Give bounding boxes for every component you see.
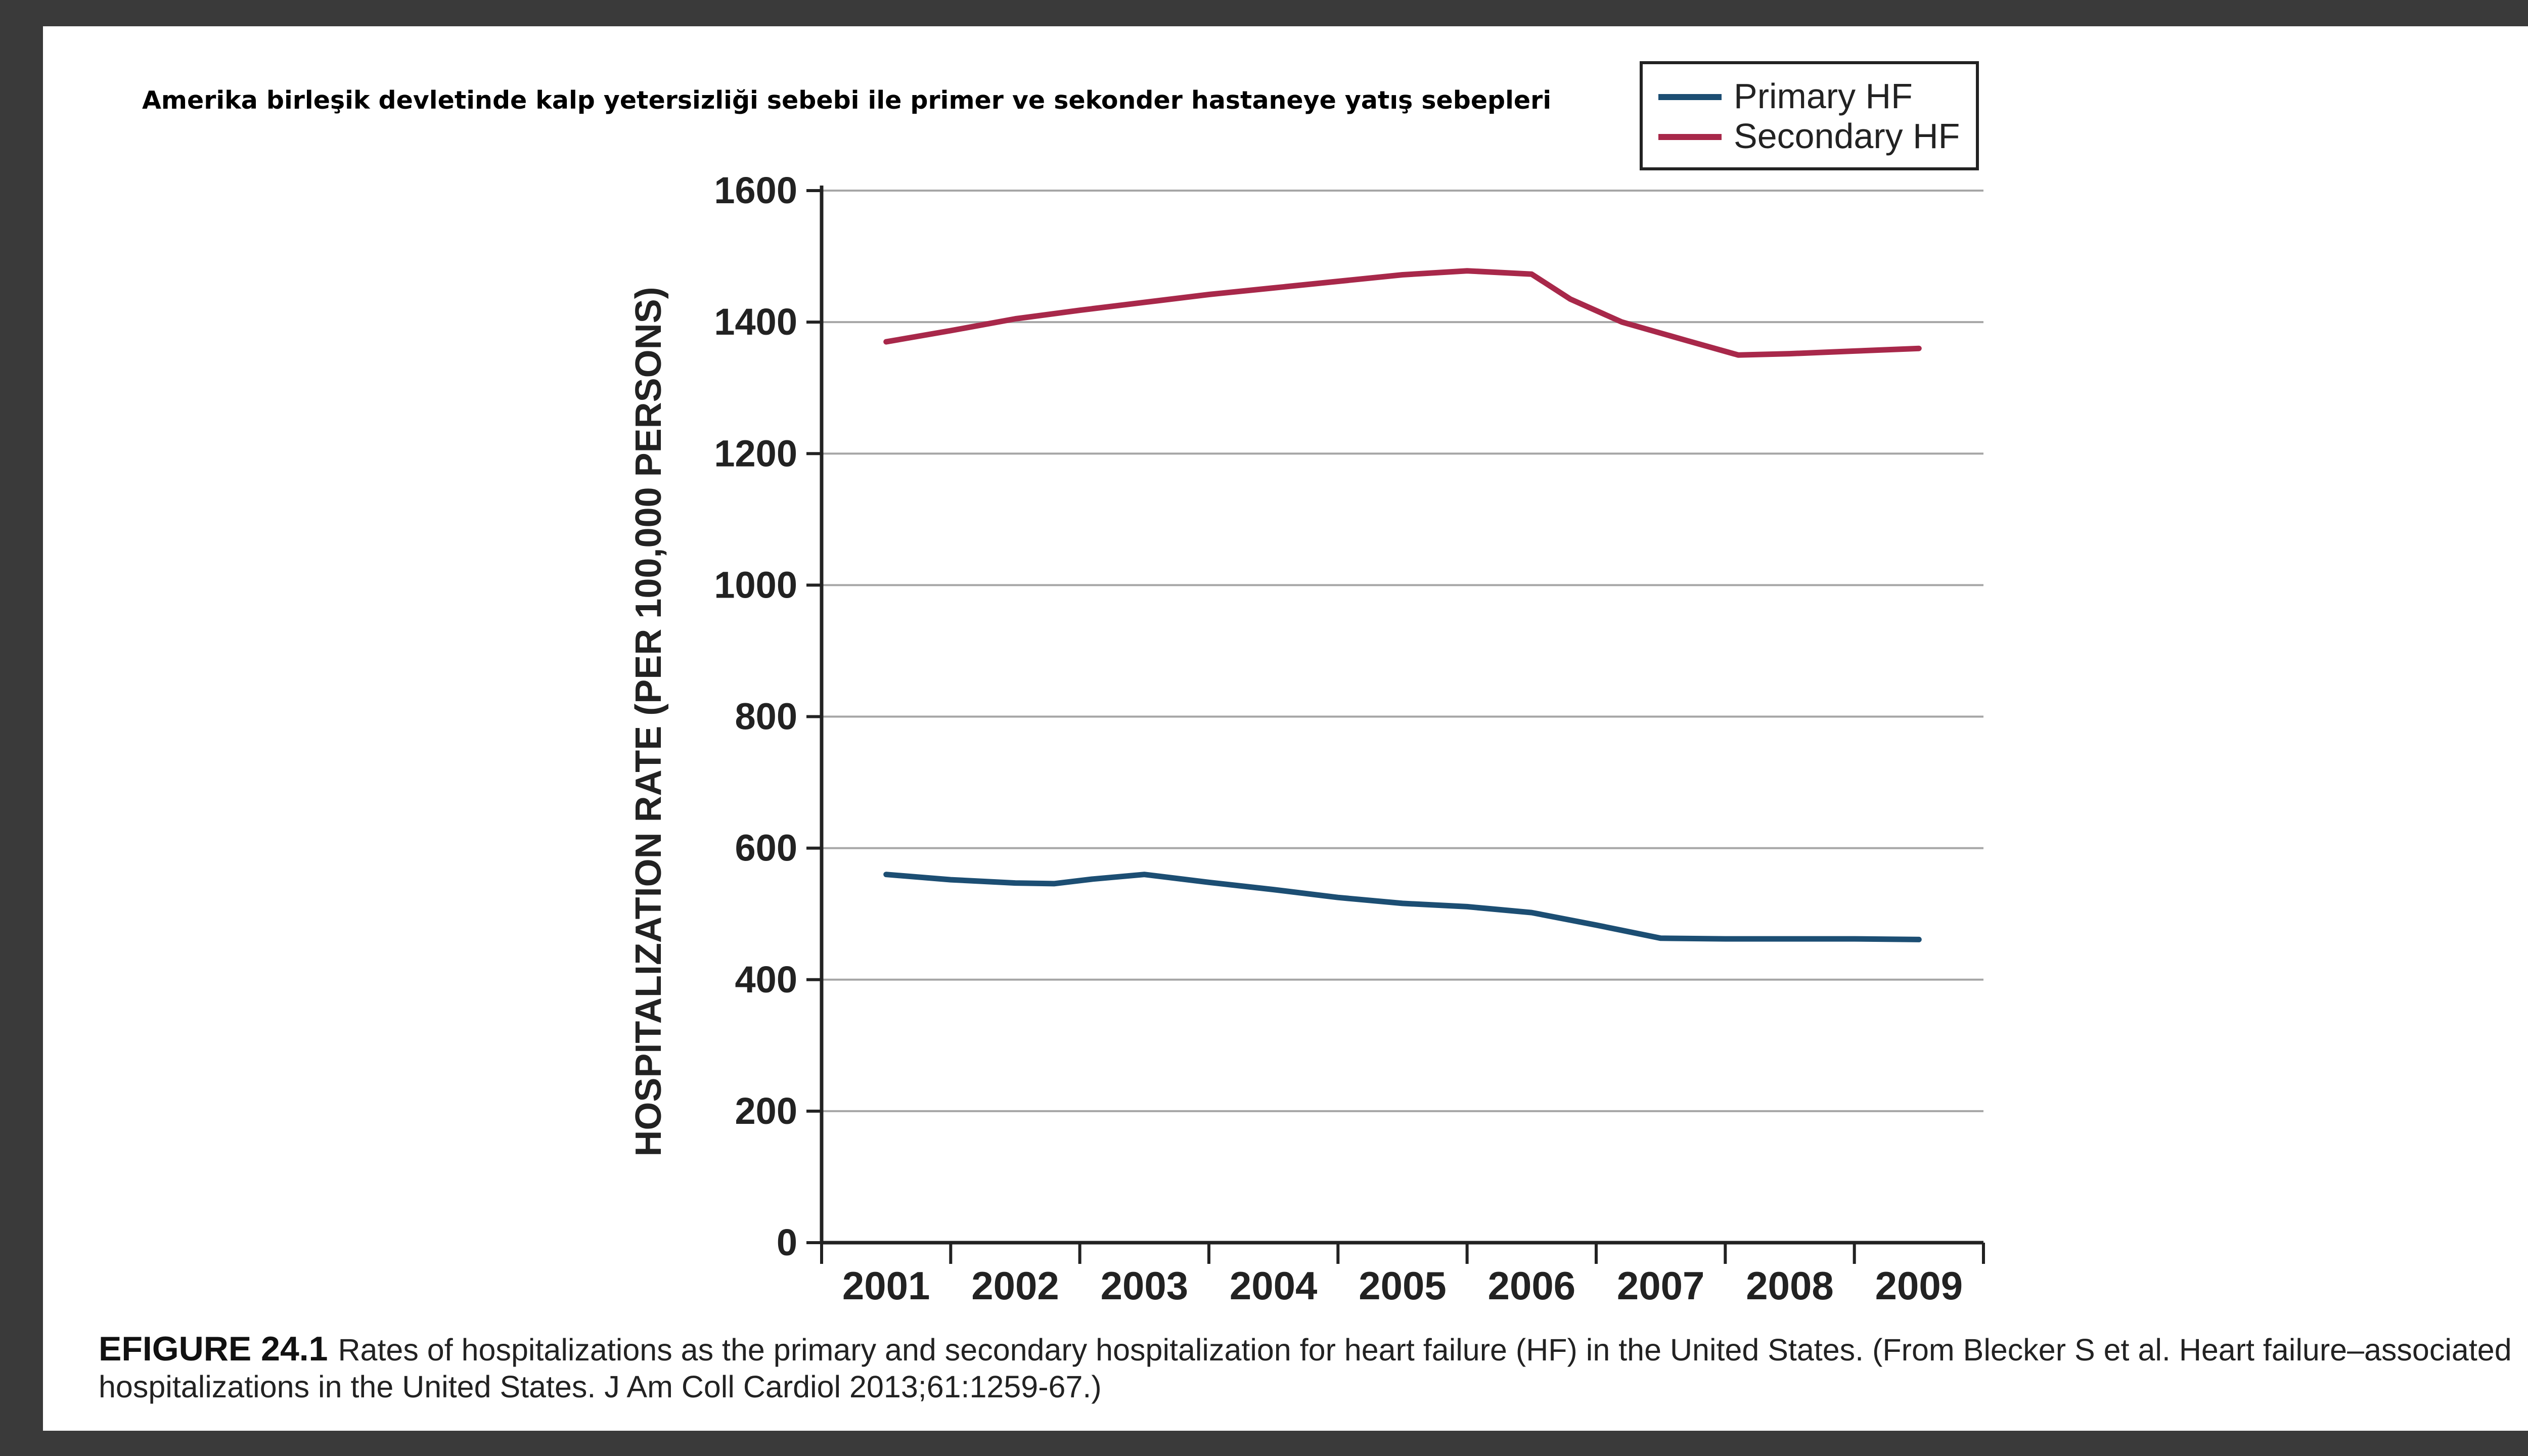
x-tick-label: 2003 bbox=[1101, 1263, 1189, 1308]
caption-text: Rates of hospitalizations as the primary… bbox=[99, 1333, 2512, 1404]
axes: 0 200 400 600 800 1000 1200 1400 1600 2001 2002 200… bbox=[714, 169, 1985, 1308]
y-tick-label: 0 bbox=[777, 1221, 797, 1263]
legend-label-primary: Primary HF bbox=[1734, 76, 1913, 116]
figure-label: EFIGURE 24.1 bbox=[99, 1330, 328, 1368]
x-tick-label: 2005 bbox=[1359, 1263, 1447, 1308]
slide-title: Amerika birleşik devletinde kalp yetersi… bbox=[142, 86, 1552, 115]
series-line-secondary-hf bbox=[883, 268, 1922, 358]
legend: Primary HF Secondary HF bbox=[1640, 61, 1979, 170]
x-tick-label: 2007 bbox=[1617, 1263, 1705, 1308]
x-tick-label: 2009 bbox=[1875, 1263, 1963, 1308]
slide: Amerika birleşik devletinde kalp yetersi… bbox=[43, 26, 2528, 1431]
x-tick-label: 2004 bbox=[1230, 1263, 1318, 1308]
y-tick-label: 1400 bbox=[714, 301, 797, 343]
figure-caption: EFIGURE 24.1 Rates of hospitalizations as… bbox=[99, 1331, 2528, 1405]
y-tick-label: 1200 bbox=[714, 432, 797, 474]
y-tick-label: 1600 bbox=[714, 169, 797, 211]
y-axis-label: HOSPITALIZATION RATE (PER 100,000 PERSON… bbox=[628, 287, 669, 1156]
series-line-primary-hf bbox=[883, 872, 1922, 942]
series-lines bbox=[883, 268, 1922, 942]
x-tick-label: 2001 bbox=[842, 1263, 930, 1308]
y-tick-label: 400 bbox=[735, 959, 797, 1000]
y-tick-label: 800 bbox=[735, 696, 797, 738]
x-tick-label: 2002 bbox=[971, 1263, 1059, 1308]
legend-label-secondary: Secondary HF bbox=[1734, 116, 1960, 156]
y-tick-label: 200 bbox=[735, 1090, 797, 1132]
y-tick-label: 600 bbox=[735, 827, 797, 869]
legend-box bbox=[1640, 61, 1979, 170]
y-tick-label: 1000 bbox=[714, 564, 797, 606]
x-tick-label: 2006 bbox=[1488, 1263, 1576, 1308]
hospitalization-rate-chart: 0 200 400 600 800 1000 1200 1400 1600 2001 2002 200… bbox=[628, 61, 1985, 1308]
grid-lines bbox=[822, 190, 1983, 1112]
x-tick-label: 2008 bbox=[1746, 1263, 1834, 1308]
